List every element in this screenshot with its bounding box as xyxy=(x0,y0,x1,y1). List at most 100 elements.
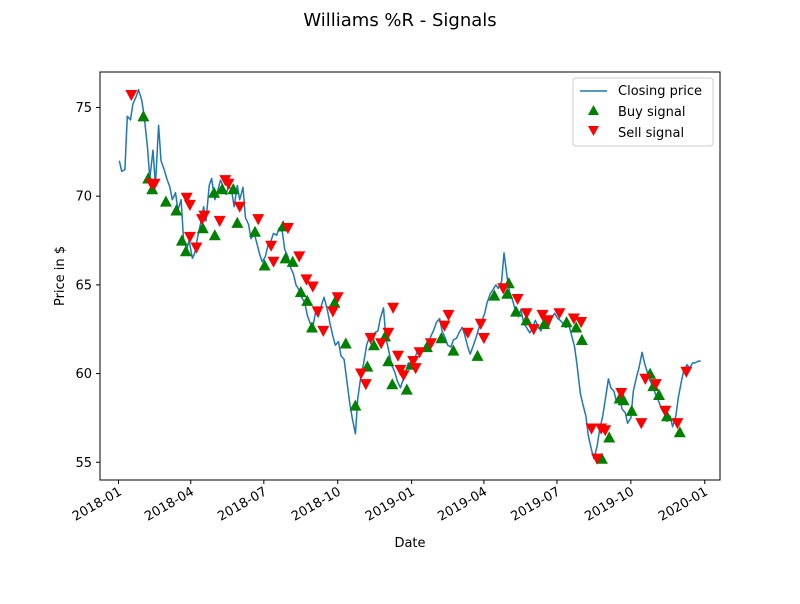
legend-buy-swatch xyxy=(588,105,599,115)
buy-signal-marker xyxy=(306,321,318,333)
sell-signal-marker xyxy=(364,333,377,345)
sell-signal-marker xyxy=(438,320,451,332)
sell-signal-marker xyxy=(497,283,510,295)
sell-signal-marker xyxy=(639,373,652,385)
buy-signal-marker xyxy=(146,183,159,195)
sell-signal-marker xyxy=(183,231,196,243)
buy-signal-marker xyxy=(570,321,583,333)
sell-signal-marker xyxy=(180,192,193,204)
sell-signal-marker xyxy=(190,242,203,254)
legend-label-sell: Sell signal xyxy=(618,126,684,141)
buy-signal-marker xyxy=(227,183,240,195)
sell-signal-marker xyxy=(326,306,339,318)
buy-signal-marker xyxy=(339,337,352,349)
sell-signal-marker xyxy=(233,201,246,213)
chart-title: Williams %R - Signals xyxy=(303,10,496,31)
buy-signal-marker xyxy=(279,252,292,264)
sell-signal-marker xyxy=(382,327,395,339)
buy-signal-marker xyxy=(301,294,314,306)
buy-signal-marker xyxy=(560,316,573,328)
sell-signal-marker xyxy=(213,215,226,227)
y-axis: 55 60 65 70 75 xyxy=(75,101,100,471)
sell-signal-marker xyxy=(477,333,490,345)
buy-signal-marker xyxy=(249,225,261,237)
sell-signal-marker xyxy=(591,453,604,465)
buy-signal-marker xyxy=(653,388,665,400)
legend-sell-swatch xyxy=(588,126,599,136)
buy-signal-marker xyxy=(538,317,551,329)
sell-signal-marker xyxy=(474,318,487,330)
sell-signal-marker xyxy=(567,313,580,325)
legend-label-closing: Closing price xyxy=(618,84,702,99)
sell-signal-marker xyxy=(671,418,684,430)
sell-signal-marker xyxy=(306,281,319,293)
sell-signal-marker xyxy=(575,317,588,329)
buy-signal-marker xyxy=(286,255,299,267)
sell-signal-marker xyxy=(293,251,306,263)
marker-layer xyxy=(125,90,693,465)
buy-signal-marker xyxy=(258,259,271,271)
sell-signal-marker xyxy=(635,418,648,430)
buy-signal-marker xyxy=(328,296,341,308)
sell-signal-marker xyxy=(331,292,344,304)
legend-label-buy: Buy signal xyxy=(618,105,685,120)
y-tick-label: 60 xyxy=(75,367,92,382)
buy-signal-marker xyxy=(661,410,673,422)
y-tick-label: 65 xyxy=(75,278,92,293)
x-axis-label: Date xyxy=(394,536,425,551)
plot-area xyxy=(99,71,721,481)
buy-signal-marker xyxy=(520,314,533,326)
buy-signal-marker xyxy=(510,305,522,317)
buy-signal-marker xyxy=(170,204,183,216)
sell-signal-marker xyxy=(392,350,404,362)
sell-signal-marker xyxy=(387,302,400,314)
buy-signal-marker xyxy=(175,234,188,246)
sell-signal-marker xyxy=(311,306,324,318)
axes-frame xyxy=(99,71,721,481)
sell-signal-marker xyxy=(359,379,372,391)
buy-signal-marker xyxy=(575,333,588,345)
y-tick-label: 75 xyxy=(75,101,92,116)
sell-signal-marker xyxy=(355,368,367,380)
sell-signal-marker xyxy=(599,425,612,437)
buy-signal-marker xyxy=(488,289,501,301)
buy-signal-marker xyxy=(137,110,150,122)
sell-signal-marker xyxy=(527,324,540,336)
buy-signal-marker xyxy=(435,332,448,344)
buy-signal-marker xyxy=(603,431,616,443)
sell-signal-marker xyxy=(317,325,330,337)
sell-signal-marker xyxy=(413,347,426,359)
sell-signal-marker xyxy=(300,274,313,286)
buy-signal-marker xyxy=(349,399,362,411)
buy-signal-marker xyxy=(447,344,460,356)
sell-signal-marker xyxy=(585,423,598,435)
buy-signal-marker xyxy=(208,186,220,198)
sell-signal-marker xyxy=(148,178,161,190)
buy-signal-marker xyxy=(382,355,395,367)
sell-signal-marker xyxy=(461,327,474,339)
sell-signal-marker xyxy=(520,308,533,320)
buy-signal-marker xyxy=(501,287,514,299)
buy-signal-marker xyxy=(196,222,209,234)
sell-signal-marker xyxy=(265,240,278,252)
legend-frame xyxy=(572,77,714,147)
sell-signal-marker xyxy=(424,338,437,350)
buy-signal-marker xyxy=(179,245,192,257)
legend: Closing price Buy signal Sell signal xyxy=(572,77,714,147)
sell-signal-marker xyxy=(680,366,693,378)
y-axis-label: Price in $ xyxy=(53,246,68,306)
sell-signal-marker xyxy=(267,256,280,268)
buy-signal-marker xyxy=(400,383,413,395)
sell-signal-marker xyxy=(125,90,138,102)
sell-signal-marker xyxy=(281,223,294,235)
buy-signal-marker xyxy=(386,378,399,390)
sell-signal-marker xyxy=(407,356,420,368)
sell-signal-marker xyxy=(397,370,410,382)
sell-signal-marker xyxy=(649,379,662,391)
sell-signal-marker xyxy=(615,388,628,400)
buy-signal-marker xyxy=(617,394,630,406)
sell-signal-marker xyxy=(442,309,455,321)
y-tick-label: 55 xyxy=(75,456,92,471)
